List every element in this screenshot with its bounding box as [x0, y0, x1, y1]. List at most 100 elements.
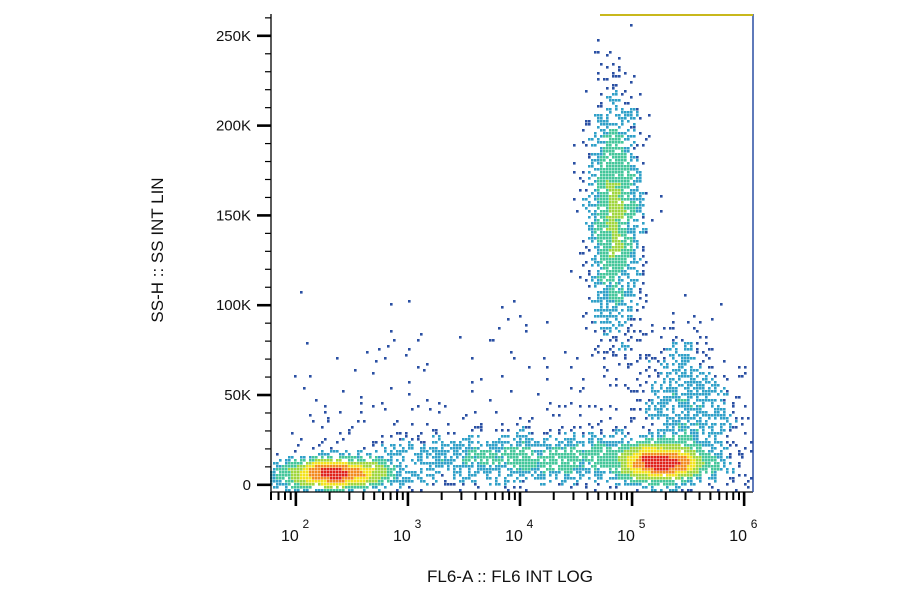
event-dot	[363, 468, 366, 471]
event-dot	[498, 474, 501, 477]
event-dot	[618, 135, 621, 138]
event-dot	[633, 141, 636, 144]
event-dot	[279, 471, 282, 474]
event-dot	[627, 114, 630, 117]
event-dot	[672, 387, 675, 390]
event-dot	[312, 447, 315, 450]
event-dot	[612, 441, 615, 444]
event-dot	[597, 138, 600, 141]
event-dot	[381, 456, 384, 459]
event-dot	[423, 447, 426, 450]
event-dot	[603, 288, 606, 291]
event-dot	[603, 252, 606, 255]
event-dot	[663, 462, 666, 465]
event-dot	[618, 363, 621, 366]
event-dot	[351, 459, 354, 462]
event-dot	[594, 174, 597, 177]
event-dot	[675, 414, 678, 417]
event-dot	[597, 315, 600, 318]
event-dot	[705, 378, 708, 381]
event-dot	[621, 231, 624, 234]
event-dot	[666, 477, 669, 480]
event-dot	[612, 129, 615, 132]
event-dot	[609, 291, 612, 294]
event-dot	[600, 447, 603, 450]
event-dot	[630, 192, 633, 195]
event-dot	[333, 468, 336, 471]
event-dot	[579, 465, 582, 468]
event-dot	[510, 462, 513, 465]
event-dot	[492, 339, 495, 342]
event-dot	[531, 417, 534, 420]
event-dot	[654, 450, 657, 453]
event-dot	[594, 144, 597, 147]
event-dot	[345, 456, 348, 459]
event-dot	[666, 375, 669, 378]
event-dot	[600, 180, 603, 183]
event-dot	[672, 345, 675, 348]
event-dot	[624, 384, 627, 387]
event-dot	[594, 261, 597, 264]
event-dot	[294, 480, 297, 483]
event-dot	[714, 474, 717, 477]
event-dot	[744, 405, 747, 408]
x-tick-label-base: 10	[505, 528, 523, 545]
event-dot	[606, 186, 609, 189]
event-dot	[600, 477, 603, 480]
event-dot	[723, 459, 726, 462]
event-dot	[627, 183, 630, 186]
event-dot	[645, 228, 648, 231]
event-dot	[612, 459, 615, 462]
event-dot	[309, 462, 312, 465]
event-dot	[606, 480, 609, 483]
event-dot	[621, 303, 624, 306]
event-dot	[615, 477, 618, 480]
event-dot	[690, 450, 693, 453]
event-dot	[483, 462, 486, 465]
event-dot	[561, 480, 564, 483]
event-dot	[612, 222, 615, 225]
event-dot	[333, 477, 336, 480]
event-dot	[654, 408, 657, 411]
event-dot	[315, 456, 318, 459]
event-dot	[636, 474, 639, 477]
event-dot	[600, 153, 603, 156]
event-dot	[678, 366, 681, 369]
event-dot	[597, 117, 600, 120]
event-dot	[504, 486, 507, 489]
event-dot	[636, 108, 639, 111]
event-dot	[468, 453, 471, 456]
event-dot	[489, 477, 492, 480]
event-dot	[633, 474, 636, 477]
event-dot	[615, 234, 618, 237]
event-dot	[609, 147, 612, 150]
event-dot	[573, 171, 576, 174]
event-dot	[666, 483, 669, 486]
event-dot	[702, 393, 705, 396]
event-dot	[609, 165, 612, 168]
event-dot	[597, 261, 600, 264]
event-dot	[621, 111, 624, 114]
event-dot	[582, 240, 585, 243]
event-dot	[375, 480, 378, 483]
event-dot	[699, 321, 702, 324]
event-dot	[708, 459, 711, 462]
event-dot	[456, 453, 459, 456]
event-dot	[546, 462, 549, 465]
event-dot	[597, 51, 600, 54]
event-dot	[729, 444, 732, 447]
event-dot	[636, 207, 639, 210]
event-dot	[612, 219, 615, 222]
event-dot	[438, 456, 441, 459]
event-dot	[681, 363, 684, 366]
event-dot	[615, 165, 618, 168]
event-dot	[624, 90, 627, 93]
event-dot	[597, 222, 600, 225]
event-dot	[375, 450, 378, 453]
event-dot	[498, 459, 501, 462]
event-dot	[609, 195, 612, 198]
event-dot	[684, 465, 687, 468]
event-dot	[540, 474, 543, 477]
event-dot	[612, 168, 615, 171]
event-dot	[291, 462, 294, 465]
